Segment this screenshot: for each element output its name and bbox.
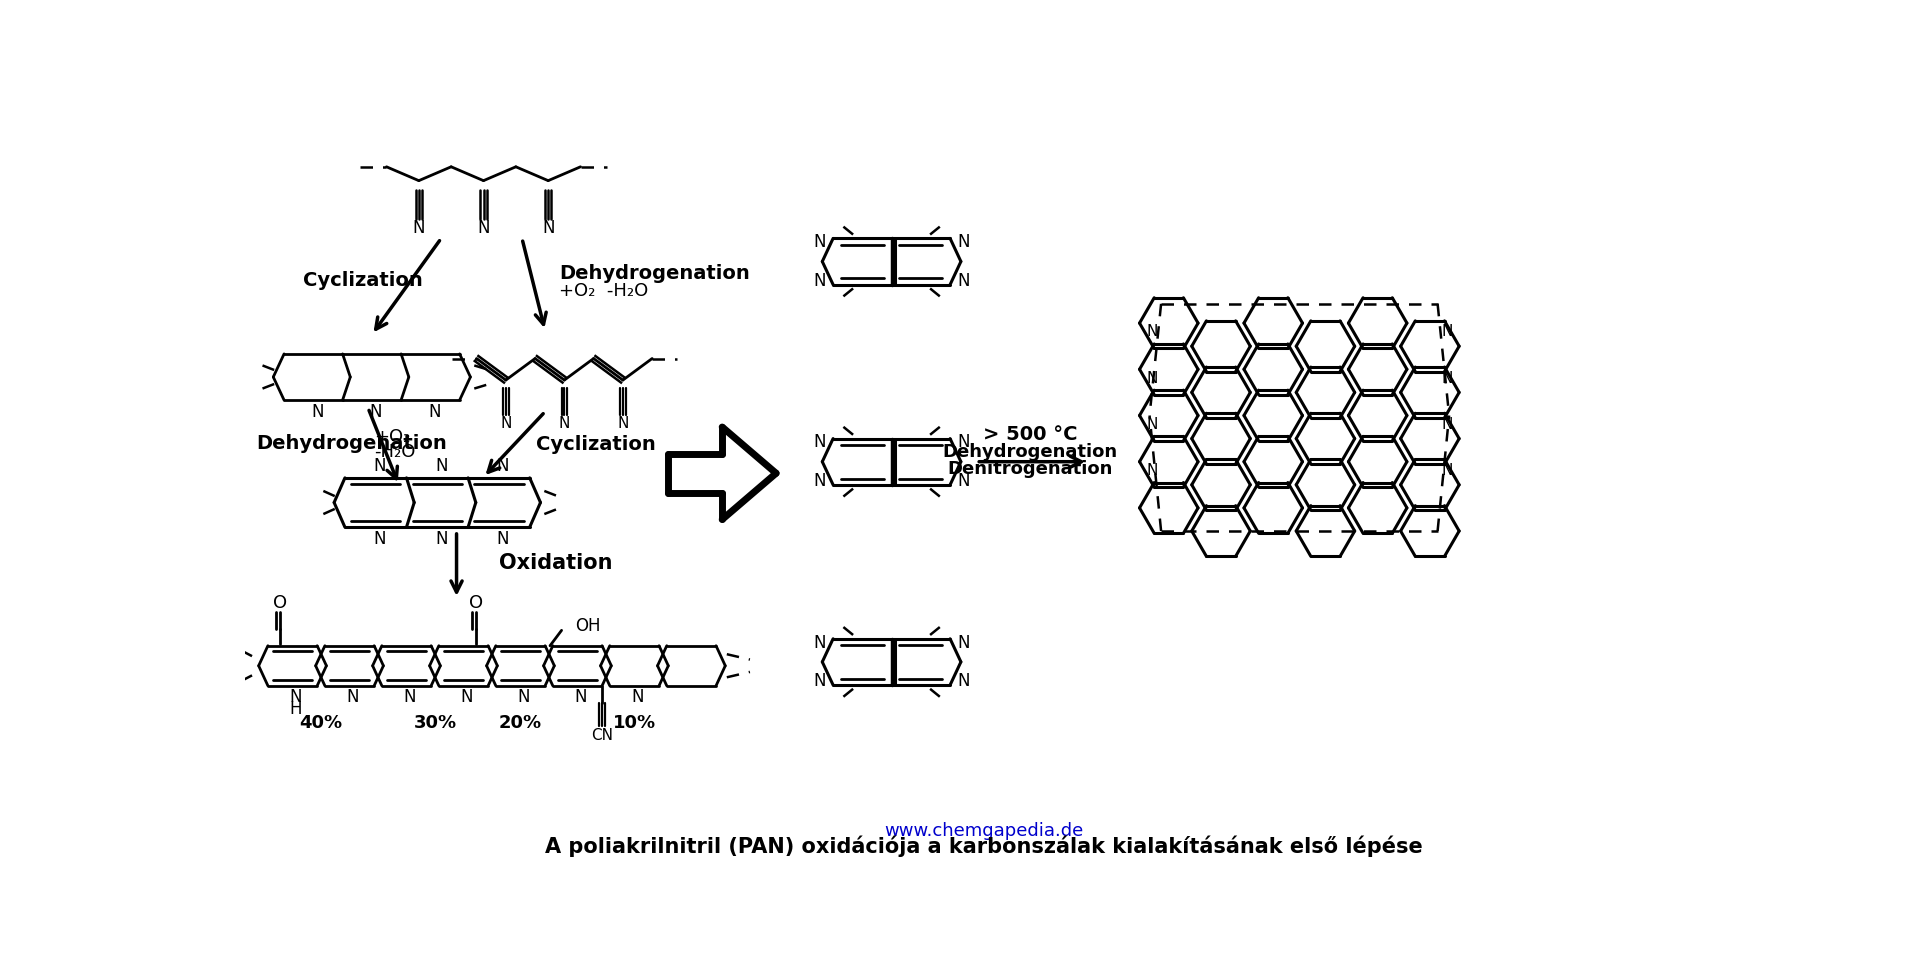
Text: N: N [372, 531, 386, 548]
Text: +O₂: +O₂ [374, 428, 411, 446]
Text: N: N [461, 688, 472, 707]
Text: Cyclization: Cyclization [303, 272, 422, 290]
Text: 20%: 20% [499, 713, 541, 732]
Text: N: N [436, 457, 447, 474]
Text: www.chemgapedia.de: www.chemgapedia.de [885, 823, 1083, 840]
Text: +O₂  -H₂O: +O₂ -H₂O [559, 282, 649, 300]
Text: N: N [428, 403, 440, 421]
Text: N: N [616, 417, 628, 431]
Text: N: N [1146, 417, 1158, 432]
Text: > 500 °C: > 500 °C [983, 425, 1077, 444]
Text: N: N [346, 688, 359, 707]
Text: Cyclization: Cyclization [536, 435, 655, 454]
Text: N: N [574, 688, 588, 707]
Text: N: N [958, 233, 970, 252]
Text: N: N [812, 634, 826, 652]
Text: N: N [516, 688, 530, 707]
Text: N: N [1442, 417, 1453, 432]
Text: N: N [497, 531, 509, 548]
Text: H: H [290, 700, 301, 718]
Text: 40%: 40% [300, 713, 342, 732]
Text: Oxidation: Oxidation [499, 553, 612, 573]
Text: Denitrogenation: Denitrogenation [947, 461, 1114, 478]
Text: N: N [1442, 371, 1453, 386]
Text: N: N [812, 272, 826, 290]
Text: N: N [812, 472, 826, 490]
Text: N: N [436, 531, 447, 548]
Text: N: N [403, 688, 417, 707]
Text: 30%: 30% [413, 713, 457, 732]
Text: N: N [958, 272, 970, 290]
Text: N: N [632, 688, 643, 707]
Text: N: N [1442, 463, 1453, 478]
Text: N: N [559, 417, 570, 431]
Text: N: N [369, 403, 382, 421]
Text: N: N [541, 220, 555, 237]
Text: N: N [311, 403, 323, 421]
Text: N: N [413, 220, 424, 237]
Text: N: N [1442, 324, 1453, 340]
Text: Dehydrogenation: Dehydrogenation [257, 435, 447, 453]
Text: O: O [468, 593, 482, 612]
Text: N: N [1146, 463, 1158, 478]
Text: N: N [372, 457, 386, 474]
Text: N: N [958, 634, 970, 652]
Text: OH: OH [574, 616, 601, 635]
Text: A poliakrilnitril (PAN) oxidációja a karbonszálak kialakításának első lépése: A poliakrilnitril (PAN) oxidációja a kar… [545, 836, 1423, 857]
Text: N: N [290, 688, 301, 707]
Text: CN: CN [591, 728, 612, 742]
Text: N: N [497, 457, 509, 474]
Text: N: N [499, 417, 511, 431]
Text: O: O [273, 593, 288, 612]
Text: Dehydrogenation: Dehydrogenation [559, 264, 749, 282]
Text: N: N [812, 434, 826, 451]
Text: 10%: 10% [612, 713, 657, 732]
Text: N: N [1146, 324, 1158, 340]
Text: N: N [812, 672, 826, 690]
Text: N: N [958, 434, 970, 451]
Text: N: N [958, 672, 970, 690]
Text: -H₂O: -H₂O [374, 444, 415, 462]
Text: Dehydrogenation: Dehydrogenation [943, 444, 1117, 462]
Text: N: N [1146, 371, 1158, 386]
Text: N: N [958, 472, 970, 490]
Text: N: N [812, 233, 826, 252]
Text: N: N [478, 220, 490, 237]
